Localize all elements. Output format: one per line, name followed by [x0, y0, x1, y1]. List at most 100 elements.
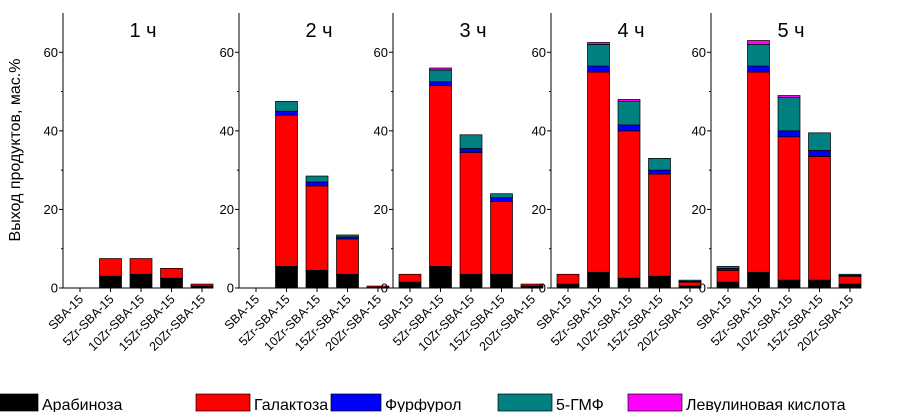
bar-segment: [305, 175, 329, 183]
panel-title: 5 ч: [777, 20, 804, 42]
bar-segment: [275, 114, 298, 267]
bar-segment: [398, 273, 422, 283]
bar-segment: [617, 277, 641, 289]
y-tick-label: 20: [532, 202, 546, 217]
bar-segment: [587, 271, 610, 289]
bar-segment: [747, 40, 770, 45]
bar-segment: [459, 273, 483, 289]
bar-segment: [648, 158, 671, 171]
bar-segment: [490, 197, 513, 202]
bar-segment: [336, 238, 359, 275]
legend-label: Арабиноза: [42, 397, 122, 412]
bar-segment: [398, 281, 422, 289]
bar-segment: [617, 99, 641, 102]
bar-segment: [617, 130, 641, 279]
bar-segment: [429, 81, 452, 87]
panel-title: 4 ч: [617, 20, 644, 42]
y-tick-label: 0: [227, 281, 234, 296]
bar-segment: [160, 277, 183, 289]
y-tick-label: 40: [692, 123, 706, 138]
y-tick-label: 60: [44, 45, 58, 60]
y-tick-label: 0: [539, 281, 546, 296]
bar-segment: [520, 283, 544, 287]
bar-segment: [336, 234, 359, 238]
panel-title: 1 ч: [129, 20, 156, 42]
legend-swatch: [330, 393, 382, 412]
bar-segment: [587, 65, 610, 73]
bar-segment: [490, 193, 513, 198]
bar-segment: [648, 173, 671, 277]
y-tick-label: 0: [699, 281, 706, 296]
y-tick-label: 20: [692, 202, 706, 217]
bar-segment: [129, 258, 153, 275]
y-tick-label: 40: [532, 123, 546, 138]
y-tick-label: 20: [220, 202, 234, 217]
bar-segment: [366, 285, 390, 288]
legend-label: Левулиновая кислота: [686, 397, 846, 412]
legend: Арабиноза Галактоза Фурфурол 5-ГМФ Левулинов…: [0, 393, 846, 414]
y-tick-label: 40: [220, 123, 234, 138]
bar-segment: [160, 268, 183, 279]
legend-swatch: [0, 393, 39, 412]
y-axis-title: Выход продуктов, мас.%: [7, 59, 24, 242]
bar-segment: [808, 150, 831, 157]
bar-segment: [459, 148, 483, 153]
y-tick-label: 60: [532, 45, 546, 60]
bar-segment: [305, 185, 329, 271]
bar-segment: [777, 95, 801, 98]
legend-item: Левулиновая кислота: [627, 393, 846, 414]
bar-segment: [459, 134, 483, 149]
bar-segment: [129, 273, 153, 289]
bar-segment: [777, 279, 801, 289]
bar-segment: [716, 266, 740, 269]
y-tick-label: 40: [44, 123, 58, 138]
bar-segment: [716, 281, 740, 289]
bar-segment: [838, 283, 862, 289]
bar-segment: [429, 266, 452, 289]
bar-segment: [617, 124, 641, 132]
bar-segment: [808, 279, 831, 289]
bar-segment: [777, 130, 801, 138]
bar-segment: [459, 152, 483, 275]
legend-item: Фурфурол: [330, 393, 461, 414]
bar-segment: [305, 181, 329, 187]
bar-segment: [838, 273, 862, 276]
bar-segment: [808, 156, 831, 281]
bar-segment: [275, 110, 298, 116]
bar-segment: [429, 85, 452, 267]
bar-segment: [617, 101, 641, 126]
y-tick-label: 60: [220, 45, 234, 60]
bar-segment: [336, 273, 359, 289]
bar-segment: [678, 281, 702, 287]
bar-segment: [556, 273, 580, 285]
legend-label: Галактоза: [254, 397, 328, 412]
bar-segment: [275, 101, 298, 112]
bar-segment: [99, 258, 122, 277]
bar-segment: [429, 69, 452, 83]
bar-segment: [838, 275, 862, 285]
y-tick-label: 60: [692, 45, 706, 60]
legend-swatch: [195, 393, 251, 412]
legend-swatch: [497, 393, 553, 412]
panel-title: 2 ч: [305, 20, 332, 42]
bar-segment: [587, 44, 610, 67]
bar-segment: [490, 273, 513, 289]
y-tick-label: 0: [51, 281, 58, 296]
bar-segment: [429, 67, 452, 71]
bar-segment: [716, 269, 740, 283]
panel-title: 3 ч: [459, 20, 486, 42]
bar-segment: [648, 169, 671, 175]
bar-segment: [587, 71, 610, 273]
bar-segment: [587, 42, 610, 45]
bar-segment: [678, 279, 702, 282]
bar-segment: [190, 283, 214, 287]
bar-segment: [777, 136, 801, 281]
bar-segment: [747, 271, 770, 289]
